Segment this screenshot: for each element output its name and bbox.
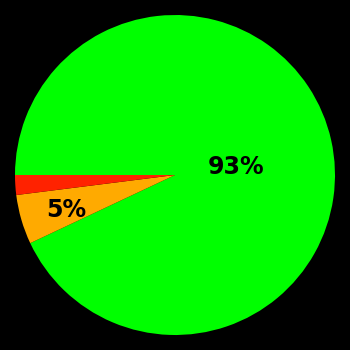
Text: 5%: 5%	[46, 198, 86, 222]
Wedge shape	[15, 15, 335, 335]
Text: 93%: 93%	[208, 155, 264, 179]
Wedge shape	[15, 175, 175, 195]
Wedge shape	[16, 175, 175, 243]
